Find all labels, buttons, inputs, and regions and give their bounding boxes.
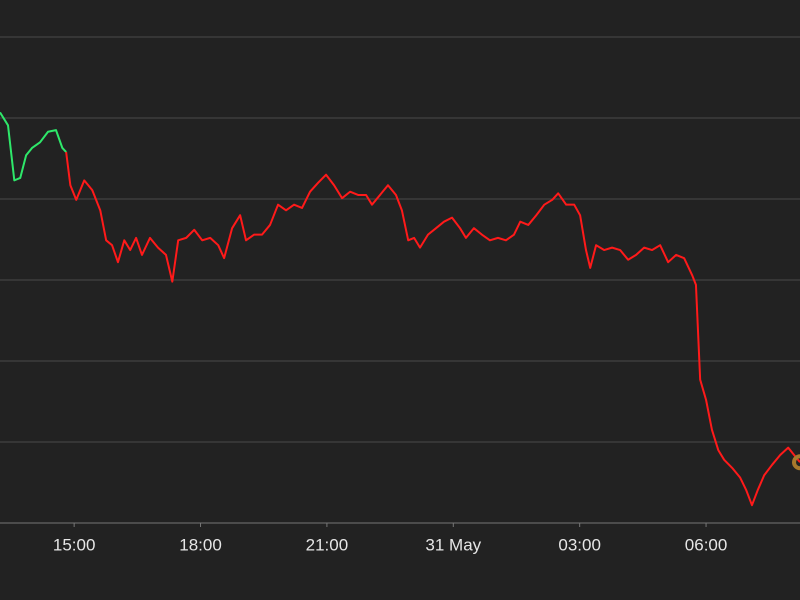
x-tick-label: 18:00: [179, 535, 222, 554]
x-tick-label: 21:00: [306, 535, 349, 554]
last-point-marker: [792, 454, 800, 471]
price-line: [0, 111, 67, 182]
x-tick-label: 15:00: [53, 535, 96, 554]
x-tick-label: 31 May: [425, 535, 481, 554]
x-tick-label: 03:00: [558, 535, 601, 554]
x-tick-label: 06:00: [685, 535, 728, 554]
price-line: [65, 151, 800, 507]
